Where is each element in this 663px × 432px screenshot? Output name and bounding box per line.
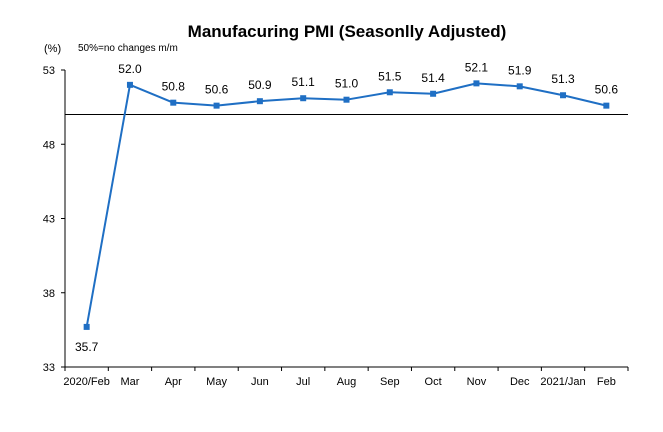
data-point-marker <box>386 89 393 96</box>
data-point-marker <box>473 80 480 87</box>
data-point-marker <box>83 323 90 330</box>
chart-title: Manufacuring PMI (Seasonlly Adjusted) <box>188 22 507 41</box>
data-labels: 35.7 52.0 50.8 50.6 50.9 51.1 51.0 51.5 51.4 52.1… <box>75 60 618 354</box>
y-tick-label: 33 <box>43 362 55 374</box>
x-tick-label: Dec <box>510 376 530 388</box>
x-axis-ticks: 2020/Feb Mar Apr May Jun Jul Aug Sep Oct Nov Dec 20… <box>63 367 629 388</box>
data-label: 51.0 <box>335 77 359 91</box>
x-tick-label: Oct <box>425 376 442 388</box>
data-label: 50.8 <box>162 80 186 94</box>
x-tick-label: Sep <box>380 376 400 388</box>
y-axis-ticks: 33 38 43 48 53 <box>43 65 65 374</box>
data-point-marker <box>300 95 307 102</box>
y-tick-label: 38 <box>43 288 55 300</box>
x-tick-label: Apr <box>165 376 182 388</box>
x-tick-label: 2020/Feb <box>63 376 109 388</box>
y-tick-label: 48 <box>43 139 55 151</box>
series-line <box>85 82 607 328</box>
data-point-marker <box>256 98 263 105</box>
data-point-marker <box>343 96 350 103</box>
series-layer <box>83 80 610 330</box>
x-tick-label: 2021/Jan <box>540 376 585 388</box>
x-tick-label: Aug <box>337 376 357 388</box>
y-tick-label: 43 <box>43 214 55 226</box>
data-label: 52.1 <box>465 60 489 74</box>
data-point-marker <box>603 102 610 109</box>
data-label: 52.0 <box>118 62 142 76</box>
x-tick-label: Feb <box>597 376 616 388</box>
reference-note: 50%=no changes m/m <box>78 43 178 54</box>
x-tick-label: Mar <box>120 376 139 388</box>
data-point-marker <box>170 99 177 106</box>
data-label: 50.6 <box>205 83 229 97</box>
data-point-marker <box>560 92 567 99</box>
data-point-marker <box>213 102 220 109</box>
data-label: 51.4 <box>421 71 445 85</box>
x-tick-label: Jun <box>251 376 269 388</box>
data-label: 51.9 <box>508 63 532 77</box>
x-tick-label: Nov <box>467 376 487 388</box>
data-label: 50.6 <box>595 83 619 97</box>
y-axis-unit: (%) <box>44 43 61 55</box>
x-tick-label: May <box>206 376 227 388</box>
data-point-marker <box>516 83 523 90</box>
data-label: 50.9 <box>248 78 272 92</box>
data-point-marker <box>126 81 133 88</box>
data-label: 35.7 <box>75 340 99 354</box>
x-tick-label: Jul <box>296 376 310 388</box>
data-label: 51.3 <box>551 72 575 86</box>
data-label: 51.5 <box>378 69 402 83</box>
data-point-marker <box>430 90 437 97</box>
data-label: 51.1 <box>292 75 316 89</box>
axes <box>64 70 628 368</box>
y-tick-label: 53 <box>43 65 55 77</box>
